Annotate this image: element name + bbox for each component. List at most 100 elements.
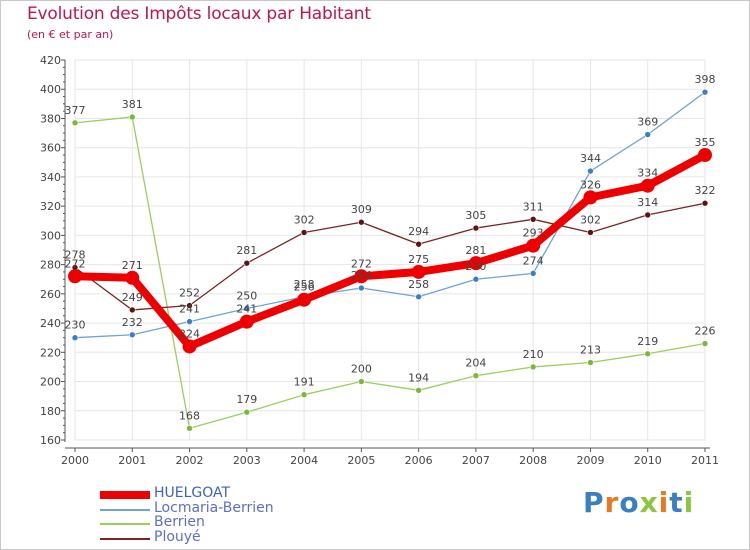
y-tick-label: 360	[40, 142, 61, 155]
data-label: 270	[465, 260, 486, 273]
data-label: 252	[179, 287, 200, 300]
data-label: 369	[637, 116, 658, 129]
series-line-berrien	[74, 116, 706, 429]
data-label: 275	[408, 253, 429, 266]
data-label: 258	[408, 278, 429, 291]
legend-swatch	[100, 537, 150, 540]
data-point	[358, 284, 365, 292]
data-point	[186, 318, 193, 325]
data-point	[71, 119, 79, 127]
data-label: 326	[580, 178, 601, 191]
data-label: 302	[294, 213, 315, 226]
legend-swatch	[100, 491, 150, 499]
data-point	[587, 229, 594, 236]
data-point	[415, 387, 422, 394]
data-point	[68, 269, 82, 284]
x-tick-label: 2000	[61, 454, 89, 467]
data-label: 272	[351, 257, 372, 270]
chart-title: Evolution des Impôts locaux par Habitant	[27, 4, 371, 24]
data-point	[468, 256, 483, 271]
brand-letter: t	[669, 486, 684, 519]
x-tick-label: 2008	[519, 454, 547, 467]
legend-label: HUELGOAT	[154, 485, 231, 501]
x-tick-label: 2010	[634, 454, 662, 467]
data-label: 381	[122, 98, 143, 111]
data-point	[415, 240, 422, 248]
x-tick-label: 2011	[691, 454, 719, 467]
data-label: 309	[351, 203, 372, 216]
data-label: 311	[523, 200, 544, 213]
data-label: 274	[523, 254, 544, 267]
brand-letter: o	[619, 486, 640, 519]
y-tick-label: 260	[40, 288, 61, 301]
data-label: 281	[465, 244, 486, 257]
data-point	[358, 378, 365, 385]
data-label: 230	[65, 319, 86, 332]
series-line-plouy-	[74, 202, 706, 311]
data-point	[587, 167, 594, 175]
data-point	[472, 224, 480, 232]
data-label: 200	[351, 363, 372, 376]
data-point	[701, 199, 709, 207]
data-label: 213	[580, 344, 601, 357]
data-label: 294	[408, 225, 429, 238]
data-point	[529, 270, 537, 277]
data-point	[698, 148, 712, 162]
data-label: 377	[65, 104, 86, 117]
data-point	[186, 302, 193, 309]
data-label: 241	[179, 303, 200, 316]
data-point	[186, 425, 193, 432]
x-tick-label: 2001	[118, 454, 146, 467]
data-label: 249	[122, 291, 143, 304]
y-tick-label: 280	[40, 259, 61, 272]
data-point	[529, 216, 537, 223]
data-label: 191	[294, 376, 315, 389]
x-tick-label: 2007	[462, 454, 490, 467]
legend-label: Berrien	[154, 514, 205, 530]
x-tick-label: 2006	[405, 454, 433, 467]
data-label: 314	[637, 196, 658, 209]
brand-logo: Proxiti	[583, 486, 694, 519]
brand-letter: x	[639, 486, 659, 519]
data-point	[640, 178, 655, 193]
data-point	[300, 391, 308, 398]
data-point	[297, 292, 312, 307]
data-label: 256	[294, 281, 315, 294]
data-label: 322	[695, 184, 716, 197]
data-point	[644, 350, 652, 358]
data-point	[472, 275, 480, 283]
data-label: 168	[179, 409, 200, 422]
legend-swatch	[100, 523, 150, 525]
brand-letter: r	[604, 486, 620, 519]
y-tick-label: 380	[40, 112, 61, 125]
y-tick-label: 420	[40, 54, 61, 67]
data-point	[411, 264, 426, 279]
data-point	[71, 334, 79, 341]
data-label: 305	[465, 209, 486, 222]
data-point	[354, 269, 369, 284]
data-label: 281	[236, 244, 257, 257]
y-tick-label: 400	[40, 83, 61, 96]
data-point	[128, 113, 136, 121]
data-label: 278	[65, 249, 86, 262]
data-point	[644, 131, 652, 138]
data-label: 355	[695, 136, 716, 149]
data-label: 210	[523, 348, 544, 361]
data-point	[243, 408, 251, 416]
data-label: 250	[236, 289, 257, 302]
legend-swatch	[100, 508, 150, 511]
data-label: 293	[523, 227, 544, 240]
y-tick-label: 340	[40, 171, 61, 184]
data-point	[644, 211, 652, 219]
data-point	[701, 340, 709, 347]
data-label: 204	[465, 357, 486, 370]
y-tick-label: 220	[40, 346, 61, 359]
brand-letter: i	[683, 486, 695, 519]
y-tick-label: 240	[40, 317, 61, 330]
x-tick-label: 2005	[347, 454, 375, 467]
data-label: 194	[408, 371, 429, 384]
x-tick-label: 2004	[290, 454, 318, 467]
brand-letter: P	[583, 486, 605, 519]
data-label: 272	[65, 257, 86, 270]
